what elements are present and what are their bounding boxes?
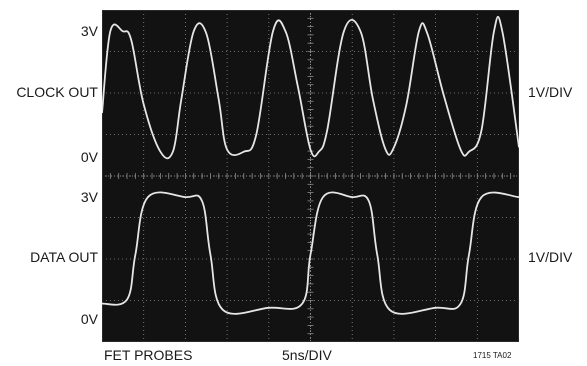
ch1-scale-label: 1V/DIV <box>528 84 573 100</box>
graticule <box>102 10 519 342</box>
ch1-name-label: CLOCK OUT <box>16 84 98 100</box>
ch2-bottom-voltage-label: 0V <box>80 311 98 327</box>
data-out-trace <box>102 191 519 315</box>
ch2-top-voltage-label: 3V <box>80 189 98 205</box>
oscilloscope-screen <box>102 10 519 342</box>
ch1-bottom-voltage-label: 0V <box>80 149 98 165</box>
figure-id-label: 1715 TA02 <box>473 351 512 360</box>
ch2-scale-label: 1V/DIV <box>528 249 573 265</box>
waveform-plot <box>102 10 519 342</box>
clock-out-trace <box>102 15 519 160</box>
timebase-label: 5ns/DIV <box>282 347 332 363</box>
traces <box>102 15 519 315</box>
screen-border <box>102 10 519 342</box>
probe-label: FET PROBES <box>104 347 193 363</box>
ch1-top-voltage-label: 3V <box>80 23 98 39</box>
ch2-name-label: DATA OUT <box>30 249 98 265</box>
